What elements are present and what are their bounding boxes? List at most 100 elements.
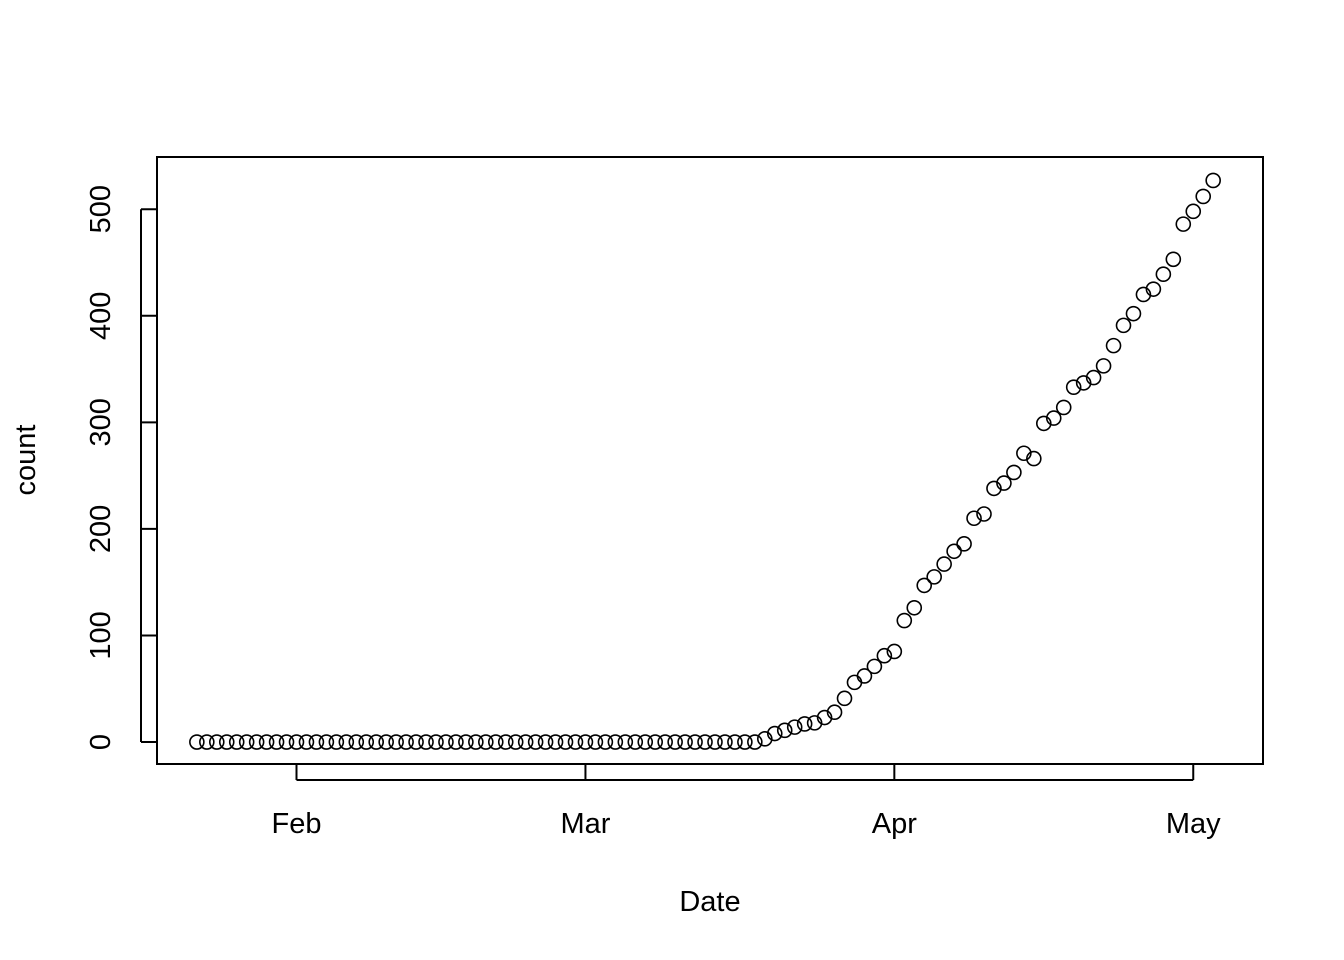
data-point bbox=[228, 734, 245, 750]
y-tick-label: 500 bbox=[85, 185, 117, 233]
data-point bbox=[866, 658, 883, 675]
data-point bbox=[487, 734, 504, 750]
data-point bbox=[727, 734, 743, 750]
data-point bbox=[388, 734, 404, 750]
data-point bbox=[657, 734, 673, 750]
data-point bbox=[607, 734, 624, 750]
data-point bbox=[786, 719, 803, 735]
data-point bbox=[687, 734, 703, 750]
data-point bbox=[189, 734, 205, 750]
data-point bbox=[408, 734, 424, 750]
data-point bbox=[926, 569, 942, 585]
data-point bbox=[597, 734, 614, 750]
data-point bbox=[497, 734, 514, 750]
data-point bbox=[338, 734, 355, 750]
data-point bbox=[1075, 375, 1092, 391]
data-point bbox=[547, 734, 564, 750]
data-point bbox=[1065, 379, 1082, 395]
y-tick-label: 200 bbox=[85, 505, 117, 553]
data-point bbox=[747, 734, 763, 750]
data-point bbox=[1095, 358, 1112, 374]
data-point bbox=[258, 734, 275, 750]
x-tick-label: May bbox=[1166, 808, 1221, 840]
data-point bbox=[398, 734, 414, 750]
data-point bbox=[1205, 172, 1221, 189]
y-axis: 0 100 200 300 400 500 bbox=[85, 185, 158, 750]
data-point bbox=[757, 731, 773, 747]
data-point bbox=[856, 668, 873, 684]
data-point bbox=[936, 556, 952, 572]
data-point bbox=[248, 734, 265, 750]
plot-frame bbox=[156, 156, 1264, 765]
data-point bbox=[876, 647, 893, 664]
data-point bbox=[318, 734, 335, 750]
x-axis: Feb Mar Apr May bbox=[272, 763, 1221, 840]
data-point bbox=[348, 734, 365, 750]
data-point bbox=[896, 612, 913, 629]
data-point bbox=[826, 704, 843, 721]
data-point bbox=[378, 734, 394, 750]
data-point bbox=[278, 734, 295, 750]
data-point bbox=[1035, 415, 1052, 432]
data-point bbox=[627, 734, 644, 750]
y-tick-label: 0 bbox=[85, 734, 117, 750]
data-point bbox=[1006, 464, 1022, 481]
data-point bbox=[1135, 286, 1152, 303]
data-point bbox=[697, 734, 713, 750]
data-point bbox=[557, 734, 574, 750]
data-point bbox=[458, 734, 474, 750]
data-point bbox=[617, 734, 634, 750]
data-point bbox=[1165, 251, 1182, 268]
data-point bbox=[567, 734, 584, 750]
data-point bbox=[796, 716, 813, 732]
data-point bbox=[268, 734, 285, 750]
data-point bbox=[1055, 399, 1072, 416]
data-point bbox=[298, 734, 315, 750]
data-point bbox=[587, 734, 604, 750]
data-point bbox=[846, 674, 863, 691]
x-tick-label: Apr bbox=[872, 808, 917, 840]
x-axis-label: Date bbox=[679, 886, 740, 918]
data-point bbox=[677, 734, 693, 750]
data-point bbox=[986, 480, 1002, 497]
data-point bbox=[766, 725, 783, 742]
data-point bbox=[428, 734, 444, 750]
data-point bbox=[946, 543, 962, 560]
y-tick-label: 100 bbox=[85, 611, 117, 659]
data-point bbox=[1026, 450, 1042, 467]
data-point bbox=[1105, 337, 1122, 354]
data-point bbox=[976, 506, 992, 522]
data-point bbox=[448, 734, 464, 750]
data-point bbox=[836, 690, 853, 707]
data-point bbox=[737, 734, 753, 750]
data-points bbox=[189, 172, 1221, 750]
data-point bbox=[208, 734, 225, 750]
data-point bbox=[717, 734, 733, 750]
y-tick-label: 300 bbox=[85, 398, 117, 446]
data-point bbox=[507, 734, 524, 750]
data-point bbox=[537, 734, 554, 750]
data-point bbox=[916, 577, 933, 594]
data-point bbox=[368, 734, 385, 750]
data-point bbox=[886, 643, 903, 660]
data-point bbox=[468, 734, 484, 750]
data-point bbox=[418, 734, 434, 750]
data-point bbox=[328, 734, 345, 750]
data-point bbox=[906, 599, 923, 616]
data-point bbox=[966, 510, 982, 527]
data-point bbox=[816, 709, 833, 726]
data-point bbox=[707, 734, 723, 750]
data-point bbox=[308, 734, 325, 750]
data-point bbox=[956, 536, 972, 552]
data-point bbox=[238, 734, 255, 750]
data-point bbox=[218, 734, 235, 750]
data-point bbox=[577, 734, 594, 750]
data-point bbox=[517, 734, 534, 750]
x-tick-label: Mar bbox=[560, 808, 610, 840]
data-point bbox=[1115, 317, 1132, 334]
data-point bbox=[478, 734, 494, 750]
data-point bbox=[288, 734, 305, 750]
data-point bbox=[996, 475, 1012, 491]
data-point bbox=[1145, 281, 1162, 297]
